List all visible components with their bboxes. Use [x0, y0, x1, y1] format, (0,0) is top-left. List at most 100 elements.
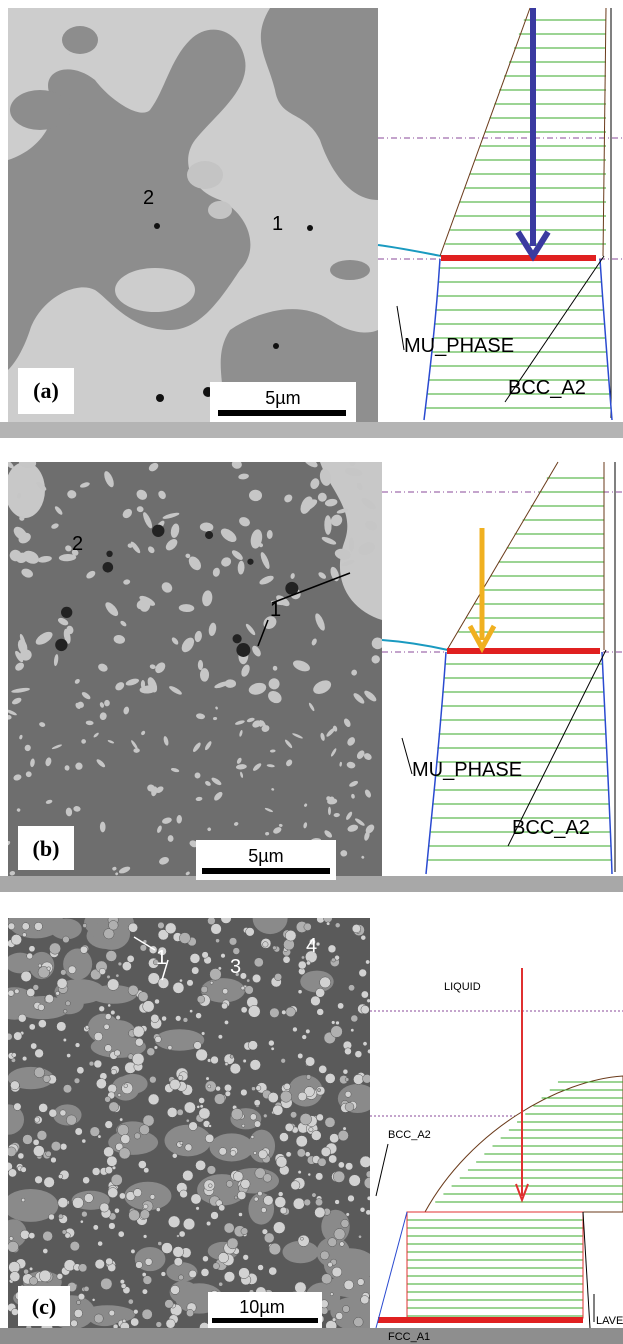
particle [205, 1134, 214, 1143]
particle [302, 1035, 307, 1040]
particle [162, 1016, 167, 1021]
particle [348, 1195, 355, 1202]
particle [241, 1007, 247, 1013]
particle [21, 971, 32, 982]
particle [253, 1151, 256, 1154]
particle [37, 1130, 47, 1140]
scale-bar [218, 410, 346, 416]
particle [21, 1198, 25, 1202]
particle [191, 1194, 201, 1204]
phase-blob [100, 822, 106, 833]
particle [361, 991, 368, 998]
particle [317, 1008, 324, 1015]
particle [75, 1128, 82, 1135]
particle [330, 1134, 339, 1143]
particle [304, 1199, 311, 1206]
particle [33, 1145, 44, 1156]
diagram-label: FCC_A1 [388, 1331, 430, 1343]
particle [326, 922, 330, 926]
particle [27, 988, 35, 996]
particle [51, 1141, 61, 1151]
particle [196, 1206, 200, 1210]
particle [98, 1241, 103, 1246]
particle [281, 1058, 286, 1063]
particle [46, 1151, 52, 1157]
particle [51, 1157, 57, 1163]
particle [83, 924, 87, 928]
particle [161, 1243, 172, 1254]
micrograph-b [4, 455, 384, 880]
particle [306, 961, 310, 965]
particle [214, 1094, 225, 1105]
grain [165, 1125, 212, 1157]
particle [75, 1043, 80, 1048]
particle [221, 953, 226, 958]
particle [332, 1318, 336, 1322]
particle [282, 1010, 287, 1015]
scale-text: 5µm [265, 388, 300, 408]
particle [158, 1241, 162, 1245]
particle [94, 1060, 102, 1068]
particle [121, 1134, 130, 1143]
particle [92, 1298, 95, 1301]
particle [354, 1317, 364, 1327]
particle [39, 1103, 48, 1112]
particle [341, 1219, 349, 1227]
particle [29, 1232, 35, 1238]
particle [309, 1127, 313, 1131]
particle [63, 1084, 72, 1093]
particle [170, 1079, 181, 1090]
particle [298, 961, 306, 969]
particle [105, 1045, 112, 1052]
particle [263, 1174, 271, 1182]
particle [104, 1147, 114, 1157]
particle [66, 1115, 76, 1125]
particle [269, 1243, 281, 1255]
particle [148, 1094, 159, 1105]
particle [248, 1041, 257, 1050]
particle [218, 1252, 228, 1262]
panel-label: (c) [32, 1294, 56, 1319]
particle [216, 1086, 221, 1091]
particle [43, 1075, 50, 1082]
particle [332, 1267, 342, 1277]
particle [20, 1230, 29, 1239]
particle [243, 1254, 249, 1260]
particle [168, 1045, 172, 1049]
particle [79, 1264, 87, 1272]
particle [14, 989, 19, 994]
particle [239, 1268, 250, 1279]
particle [241, 1228, 248, 1235]
particle [107, 979, 119, 991]
particle [196, 1049, 208, 1061]
particle [300, 1113, 312, 1125]
pore [106, 551, 112, 557]
particle [81, 1211, 87, 1217]
particle [108, 1004, 111, 1007]
particle [119, 1118, 122, 1121]
particle [306, 1029, 311, 1034]
particle [320, 1251, 329, 1260]
particle [183, 1018, 188, 1023]
particle [72, 1197, 83, 1208]
particle [10, 1081, 19, 1090]
particle [6, 1147, 16, 1157]
particle [58, 1198, 68, 1208]
particle [187, 980, 194, 987]
particle [23, 1134, 33, 1144]
particle [256, 1086, 261, 1091]
particle [248, 1005, 260, 1017]
grain [253, 903, 288, 934]
particle [186, 1119, 189, 1122]
particle [14, 1103, 22, 1111]
particle [109, 1223, 116, 1230]
particle [179, 979, 182, 982]
particle [311, 996, 321, 1006]
particle [109, 1102, 119, 1112]
particle [219, 1282, 223, 1286]
particle [118, 1231, 124, 1237]
micrograph-a [8, 8, 378, 422]
particle [308, 1173, 311, 1176]
particle [96, 1079, 106, 1089]
particle [83, 1177, 90, 1184]
